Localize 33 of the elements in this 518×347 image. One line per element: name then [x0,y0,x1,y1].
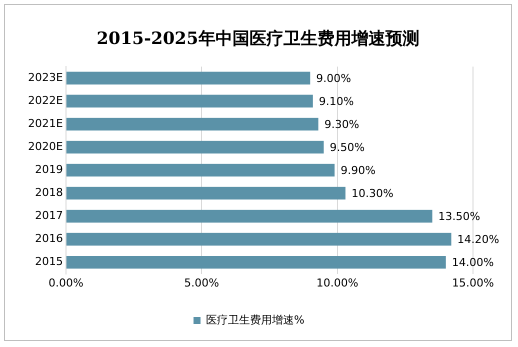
data-label: 9.00% [316,72,352,85]
data-label: 9.30% [324,118,360,132]
data-label: 9.10% [318,94,354,108]
data-label: 13.50% [438,210,480,224]
y-tick-label: 2019 [34,163,63,176]
y-tick-label: 2016 [34,232,63,246]
y-tick-label: 2017 [34,209,63,222]
data-label: 9.90% [340,164,376,178]
x-tick-label: 10.00% [316,276,358,290]
bar [66,232,452,246]
data-label: 14.20% [457,233,500,246]
bar [66,256,446,269]
y-tick-label: 2022E [28,94,63,107]
chart-title: 2015-2025年中国医疗卫生费用增速预测 [96,28,420,50]
bar [66,72,310,84]
data-label: 14.00% [452,256,494,270]
legend-label: 医疗卫生费用增速% [206,313,304,326]
data-label: 9.50% [330,141,365,154]
bar [66,186,346,200]
x-tick-label: 15.00% [452,276,494,290]
bar [66,164,335,177]
bar [66,140,324,154]
data-label: 10.30% [351,187,394,200]
y-tick-label: 2020E [28,140,63,154]
x-tick-label: 0.00% [48,276,84,290]
y-tick-label: 2015 [34,255,63,268]
x-tick-label: 5.00% [184,276,220,290]
y-tick-label: 2023E [28,70,63,84]
bar [66,94,313,108]
bar [66,210,432,223]
bar [66,118,318,130]
y-tick-label: 2018 [34,186,63,200]
y-tick-label: 2021E [28,117,63,130]
